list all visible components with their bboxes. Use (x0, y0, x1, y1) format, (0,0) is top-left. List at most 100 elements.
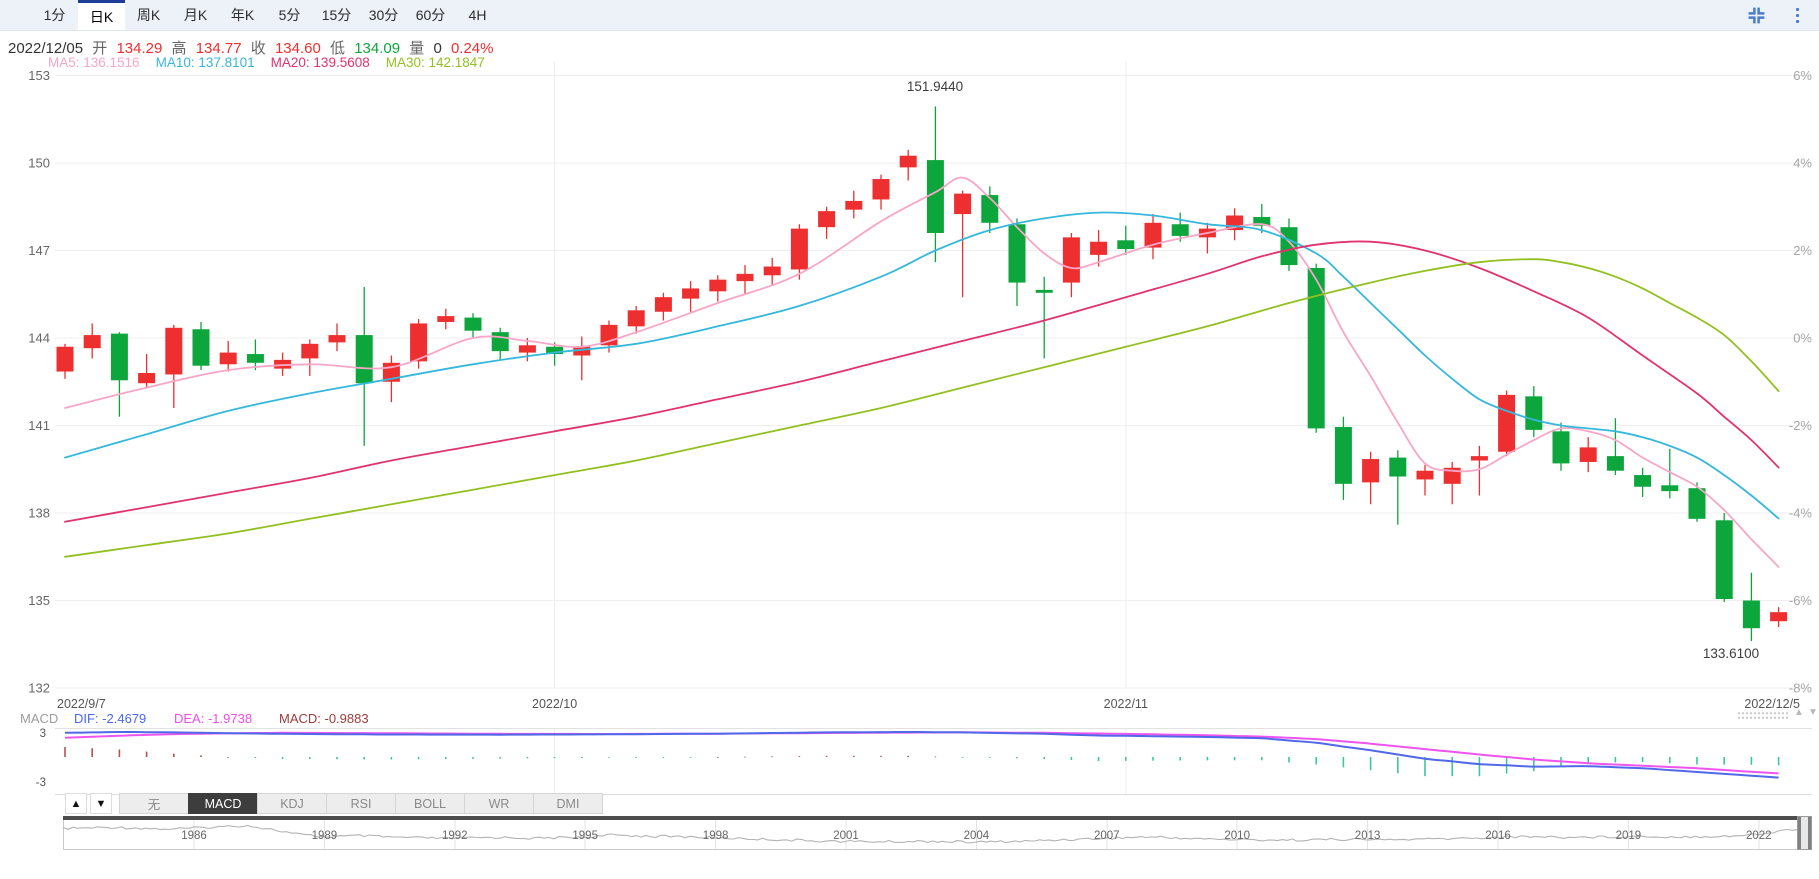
macd-histogram-bar (1533, 757, 1535, 772)
candle-body (1144, 222, 1162, 248)
macd-histogram-bar (689, 757, 692, 758)
macd-histogram-bar (880, 755, 882, 757)
volume-label: 量 (409, 40, 425, 57)
collapse-icon[interactable] (1747, 6, 1766, 25)
macd-dea-line (64, 731, 1779, 775)
candle-body (1117, 240, 1135, 250)
down-triangle-icon: ▼ (95, 797, 107, 810)
timeline-drag-handle[interactable] (1797, 816, 1812, 850)
macd-range-slider[interactable] (1737, 711, 1789, 720)
pane-up-button[interactable]: ▲ (65, 793, 87, 814)
candle-body (926, 160, 944, 233)
period-tab-日K[interactable]: 日K (78, 0, 125, 30)
candle-body (518, 345, 536, 353)
macd-histogram-bar (1315, 757, 1317, 765)
period-tab-1分[interactable]: 1分 (43, 7, 66, 23)
candle-body (1416, 470, 1434, 480)
x-axis-date-label: 2022/12/5 (1744, 697, 1800, 711)
macd-histogram-bar (417, 757, 420, 760)
timeline-year-label: 2016 (1485, 830, 1511, 842)
candle-body (709, 279, 727, 292)
candle-body (355, 335, 373, 384)
period-tab-周K[interactable]: 周K (136, 7, 161, 23)
indicator-tab-MACD[interactable]: MACD (188, 793, 258, 814)
candle-body (1688, 488, 1706, 519)
indicator-tabs: 无 MACD KDJ RSI BOLL WR DMI (119, 793, 603, 814)
macd-histogram-bar (553, 757, 556, 759)
timeline-selected-range-bar[interactable] (63, 816, 1797, 820)
indicator-tab-BOLL[interactable]: BOLL (395, 793, 465, 814)
macd-histogram-bar (1750, 757, 1753, 765)
macd-histogram-bar (853, 755, 855, 757)
timeline-year-label: 1992 (442, 830, 468, 842)
scroll-down-icon[interactable]: ▼ (1808, 707, 1818, 718)
timeline-year-label: 2019 (1615, 830, 1642, 842)
macd-histogram-bar (363, 757, 365, 760)
candle-body (654, 297, 672, 312)
macd-title: MACD (20, 711, 59, 726)
candle-body (818, 211, 836, 228)
indicator-tab-WR[interactable]: WR (464, 793, 534, 814)
period-tabbar: 1分 日K 周K 月K 年K 5分 15分 30分 60分 4H (0, 0, 1819, 31)
period-tab-4H[interactable]: 4H (468, 7, 487, 23)
candle-body (899, 155, 917, 168)
candle-body (1579, 447, 1597, 462)
candle-body (981, 195, 999, 223)
candle-body (192, 329, 210, 366)
macd-histogram-bar (1614, 757, 1617, 763)
period-tab-月K[interactable]: 月K (183, 7, 208, 23)
low-value: 134.09 (354, 40, 401, 57)
candle-body (165, 327, 183, 375)
macd-histogram-bar (309, 757, 311, 760)
y-axis-left-label: 150 (28, 155, 50, 170)
macd-histogram-bar (227, 757, 229, 758)
candle-body (872, 179, 890, 200)
macd-histogram-bar (1424, 757, 1426, 777)
candle-body (790, 228, 808, 270)
macd-histogram-bar (200, 755, 202, 757)
macd-histogram-bar (1152, 757, 1154, 761)
y-axis-left-label: 153 (28, 68, 50, 83)
period-tab-年K[interactable]: 年K (230, 7, 255, 23)
period-tab-15分[interactable]: 15分 (321, 7, 352, 23)
candle-body (736, 273, 754, 282)
timeline-year-label: 2004 (963, 830, 990, 842)
candle-body (1606, 456, 1624, 471)
macd-histogram-bar (1478, 757, 1481, 777)
candle-body (1634, 475, 1652, 487)
candle-body (1171, 224, 1189, 236)
scroll-up-icon[interactable]: ▲ (1794, 707, 1804, 718)
macd-dif-value: DIF: -2.4679 (74, 711, 147, 726)
period-tab-30分[interactable]: 30分 (368, 7, 399, 23)
candle-body (301, 343, 319, 359)
indicator-tab-RSI[interactable]: RSI (326, 793, 396, 814)
y-axis-right-label: -6% (1789, 593, 1813, 608)
macd-histogram-bar (1587, 757, 1589, 763)
macd-histogram-bar (608, 757, 610, 758)
candle-body (682, 288, 700, 299)
change-percent: 0.24% (450, 40, 494, 57)
x-axis-date-label: 2022/9/7 (57, 697, 106, 711)
y-axis-left-label: 132 (28, 681, 50, 696)
macd-histogram-bar (581, 757, 583, 758)
x-axis-date-label: 2022/10 (532, 697, 577, 711)
candle-body (246, 354, 264, 363)
indicator-tab-KDJ[interactable]: KDJ (257, 793, 327, 814)
candle-body (437, 316, 455, 322)
kebab-menu-icon[interactable] (1792, 7, 1804, 25)
indicator-tab-无[interactable]: 无 (119, 793, 189, 814)
ma-legend-item: MA10: 137.8101 (155, 55, 255, 70)
pane-down-button[interactable]: ▼ (90, 793, 112, 814)
macd-histogram-bar (989, 757, 991, 758)
quote-bar: 2022/12/05 开 134.29 高 134.77 收 134.60 低 … (8, 37, 499, 57)
period-tab-60分[interactable]: 60分 (415, 7, 446, 23)
y-axis-right-label: 2% (1793, 243, 1812, 258)
indicator-tab-DMI[interactable]: DMI (533, 793, 603, 814)
up-triangle-icon: ▲ (70, 797, 82, 810)
y-axis-right-label: 0% (1793, 331, 1812, 346)
candle-body (491, 332, 509, 352)
macd-histogram-bar (1097, 757, 1100, 761)
macd-histogram-bar (1669, 757, 1671, 764)
candle-body (845, 200, 863, 210)
period-tab-5分[interactable]: 5分 (278, 7, 301, 23)
